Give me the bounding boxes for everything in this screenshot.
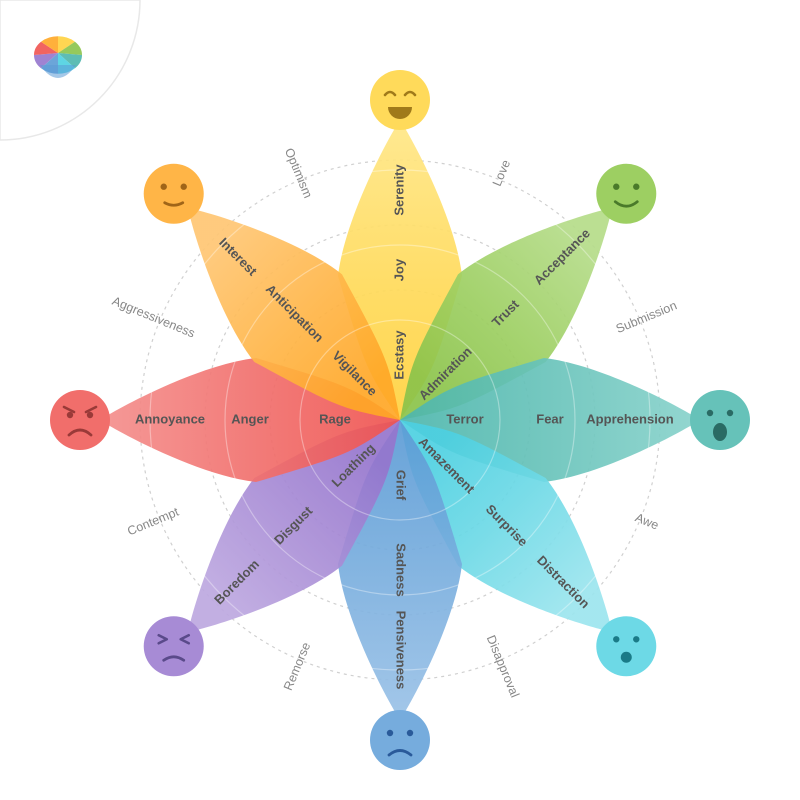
- emotion-label: Grief: [394, 470, 409, 501]
- emotion-label: Joy: [391, 258, 406, 281]
- emotion-label: Serenity: [391, 164, 406, 216]
- emotion-face: [596, 616, 656, 676]
- dyad-label: Awe: [633, 510, 661, 532]
- dyad-label: Submission: [614, 298, 679, 336]
- dyad-label: Disapproval: [484, 633, 522, 699]
- dyad-label: Remorse: [281, 640, 313, 692]
- emotion-label: Anger: [231, 411, 269, 426]
- emotion-label: Fear: [536, 411, 563, 426]
- emotion-label: Ecstasy: [391, 330, 406, 380]
- emotion-face: [144, 164, 204, 224]
- emotion-label: Rage: [319, 411, 351, 426]
- emotion-label: Annoyance: [135, 411, 205, 426]
- dyad-label: Contempt: [125, 504, 181, 538]
- emotion-wheel: EcstasyJoySerenityAdmirationTrustAccepta…: [0, 0, 800, 800]
- dyad-label: Aggressiveness: [110, 294, 197, 341]
- emotion-label: Apprehension: [586, 411, 673, 426]
- emotion-label: Pensiveness: [394, 611, 409, 690]
- emotion-face: [50, 390, 110, 450]
- emotion-face: [690, 390, 750, 450]
- emotion-face: [144, 616, 204, 676]
- logo: [0, 0, 140, 140]
- emotion-face: [596, 164, 656, 224]
- emotion-face: [370, 70, 430, 130]
- emotion-label: Sadness: [394, 543, 409, 596]
- emotion-face: [370, 710, 430, 770]
- emotion-label: Terror: [446, 411, 483, 426]
